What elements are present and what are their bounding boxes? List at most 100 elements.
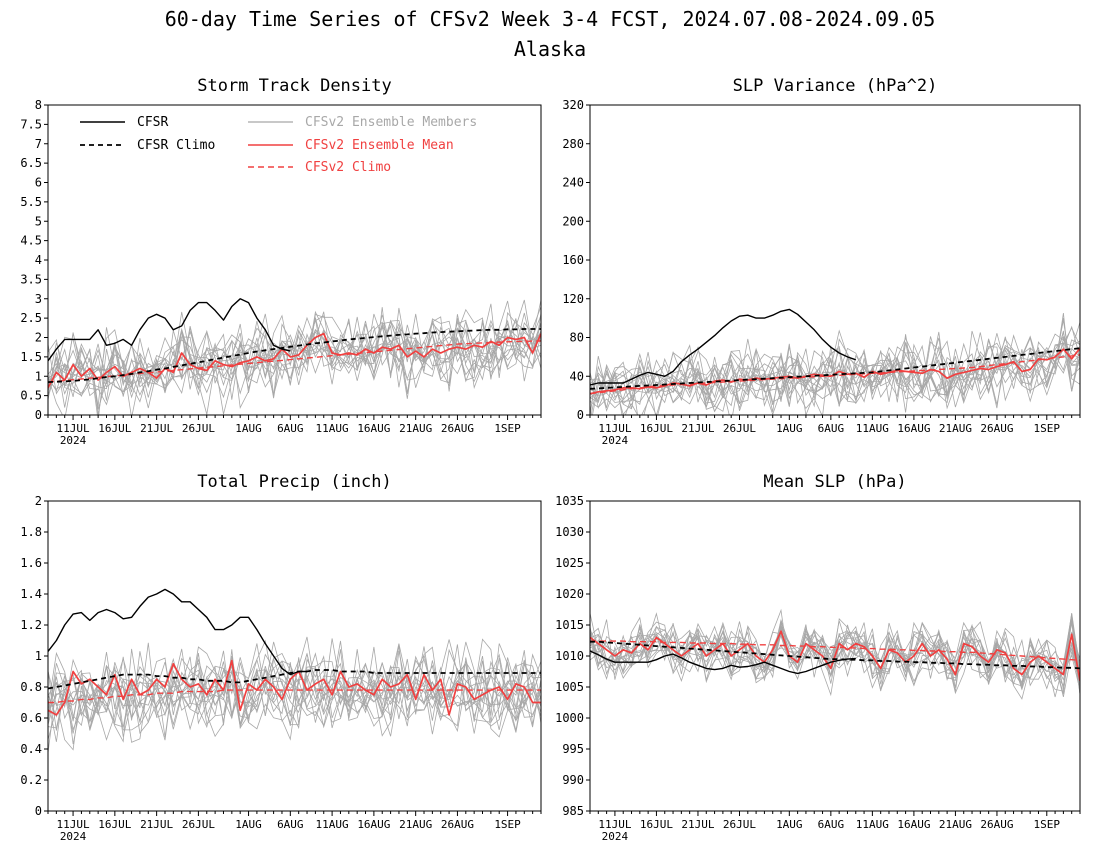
storm-track-density-member-line: [48, 310, 541, 388]
slp-variance-cfsv2-climo-line: [590, 354, 1080, 395]
main-title: 60-day Time Series of CFSv2 Week 3-4 FCS…: [165, 7, 936, 31]
mean-slp-y-tick-label: 1000: [555, 711, 584, 725]
storm-track-density-y-tick-label: 6.5: [20, 156, 42, 170]
total-precip-x-tick-label: 26JUL: [182, 818, 215, 831]
storm-track-density-title: Storm Track Density: [197, 76, 391, 96]
storm-track-density-y-tick-label: 5.5: [20, 195, 42, 209]
slp-variance-y-tick-label: 280: [562, 137, 584, 151]
storm-track-density-y-tick-label: 7: [35, 137, 42, 151]
mean-slp-x-tick-label: 16JUL: [640, 818, 673, 831]
storm-track-density-y-tick-label: 6: [35, 176, 42, 190]
slp-variance-x-tick-label: 26JUL: [723, 422, 756, 435]
storm-track-density-x-tick-label: 1SEP: [494, 422, 521, 435]
storm-track-density-y-tick-label: 7.5: [20, 117, 42, 131]
slp-variance-x-tick-label: 21JUL: [681, 422, 714, 435]
storm-track-density-y-tick-label: 1: [35, 369, 42, 383]
total-precip-y-tick-label: 2: [35, 494, 42, 508]
mean-slp-member-line: [590, 621, 1080, 692]
total-precip-panel: Total Precip (inch) 0 0.2 0.4 0.6 0.8 1 1.2 1.4 1…: [20, 472, 542, 843]
slp-variance-title: SLP Variance (hPa^2): [733, 76, 938, 96]
storm-track-density-y-tick-label: 3: [35, 292, 42, 306]
legend-label-cfsr: CFSR: [137, 115, 168, 130]
mean-slp-plot-area: [590, 608, 1080, 700]
storm-track-density-x-tick-label: 11AUG: [316, 422, 349, 435]
total-precip-x-tick-label: 16AUG: [357, 818, 390, 831]
total-precip-x-tick-label: 26AUG: [441, 818, 474, 831]
mean-slp-x-tick-label: 11JUL: [598, 818, 631, 831]
mean-slp-cfsv2-climo-line: [590, 640, 1080, 661]
slp-variance-panel: SLP Variance (hPa^2) 0 40 80 120 160 200 240 280…: [562, 76, 1081, 447]
mean-slp-x-tick-label: 6AUG: [818, 818, 845, 831]
total-precip-member-line: [48, 638, 541, 741]
total-precip-y-tick-label: 0.4: [20, 742, 42, 756]
slp-variance-y-tick-label: 0: [577, 408, 584, 422]
slp-variance-x-tick-label: 26AUG: [980, 422, 1013, 435]
slp-variance-x-tick-label: 16AUG: [897, 422, 930, 435]
storm-track-density-x-tick-label: 11JUL: [57, 422, 90, 435]
total-precip-member-line: [48, 638, 541, 743]
total-precip-y-tick-label: 0.8: [20, 680, 42, 694]
storm-track-density-y-tick-label: 3.5: [20, 272, 42, 286]
storm-track-density-member-line: [48, 315, 541, 399]
mean-slp-cfsr-climo-line: [590, 640, 1080, 670]
legend-label-members: CFSv2 Ensemble Members: [305, 115, 477, 130]
total-precip-title: Total Precip (inch): [197, 472, 391, 492]
storm-track-density-x-tick-label: 6AUG: [277, 422, 304, 435]
storm-track-density-x-tick-label: 21AUG: [399, 422, 432, 435]
mean-slp-title: Mean SLP (hPa): [763, 472, 906, 492]
total-precip-x-tick-label: 11JUL: [57, 818, 90, 831]
slp-variance-x-year-label: 2024: [602, 434, 629, 447]
mean-slp-x-tick-label: 16AUG: [897, 818, 930, 831]
slp-variance-x-tick-label: 21AUG: [939, 422, 972, 435]
storm-track-density-y-tick-label: 0.5: [20, 389, 42, 403]
mean-slp-y-tick-label: 1015: [555, 618, 584, 632]
total-precip-x-tick-label: 6AUG: [277, 818, 304, 831]
legend-label-cfsr-climo: CFSR Climo: [137, 138, 215, 153]
slp-variance-x-tick-label: 1AUG: [776, 422, 803, 435]
mean-slp-y-tick-label: 1020: [555, 587, 584, 601]
storm-track-density-y-tick-label: 0: [35, 408, 42, 422]
slp-variance-x-tick-label: 11JUL: [598, 422, 631, 435]
mean-slp-y-tick-label: 995: [562, 742, 584, 756]
mean-slp-x-year-label: 2024: [602, 830, 629, 843]
mean-slp-panel: Mean SLP (hPa) 985 990 995 1000 1005 1010 1015 1…: [555, 472, 1081, 843]
total-precip-x-tick-label: 16JUL: [98, 818, 131, 831]
storm-track-density-x-tick-label: 16JUL: [98, 422, 131, 435]
storm-track-density-x-tick-label: 1AUG: [235, 422, 262, 435]
slp-variance-y-tick-label: 240: [562, 176, 584, 190]
mean-slp-y-tick-label: 1025: [555, 556, 584, 570]
total-precip-cfsv2-climo-line: [48, 689, 541, 704]
total-precip-frame: [47, 500, 542, 812]
mean-slp-x-tick-label: 1SEP: [1034, 818, 1061, 831]
total-precip-y-tick-label: 1.6: [20, 556, 42, 570]
mean-slp-x-tick-label: 21JUL: [681, 818, 714, 831]
total-precip-x-tick-label: 21JUL: [140, 818, 173, 831]
storm-track-density-member-line: [48, 319, 541, 415]
storm-track-density-plot-area: [48, 298, 541, 415]
total-precip-x-tick-label: 11AUG: [316, 818, 349, 831]
mean-slp-y-tick-label: 990: [562, 773, 584, 787]
legend-label-cfsv2-climo: CFSv2 Climo: [305, 160, 391, 175]
total-precip-x-tick-label: 1AUG: [235, 818, 262, 831]
mean-slp-y-tick-label: 985: [562, 804, 584, 818]
mean-slp-y-tick-label: 1010: [555, 649, 584, 663]
slp-variance-cfsr-line: [590, 308, 857, 386]
slp-variance-y-tick-label: 320: [562, 98, 584, 112]
total-precip-y-tick-label: 0.2: [20, 773, 42, 787]
storm-track-density-x-tick-label: 16AUG: [357, 422, 390, 435]
storm-track-density-ens-mean-line: [48, 332, 541, 389]
mean-slp-x-tick-label: 11AUG: [856, 818, 889, 831]
total-precip-y-tick-label: 1.8: [20, 525, 42, 539]
mean-slp-x-tick-label: 21AUG: [939, 818, 972, 831]
slp-variance-x-tick-label: 11AUG: [856, 422, 889, 435]
total-precip-member-line: [48, 644, 541, 725]
storm-track-density-x-year-label: 2024: [60, 434, 87, 447]
storm-track-density-y-tick-label: 1.5: [20, 350, 42, 364]
total-precip-x-year-label: 2024: [60, 830, 87, 843]
legend-label-ens-mean: CFSv2 Ensemble Mean: [305, 138, 454, 153]
slp-variance-x-tick-label: 6AUG: [818, 422, 845, 435]
storm-track-density-cfsr-climo-line: [48, 328, 541, 383]
total-precip-x-tick-label: 1SEP: [494, 818, 521, 831]
storm-track-density-y-tick-label: 2: [35, 331, 42, 345]
